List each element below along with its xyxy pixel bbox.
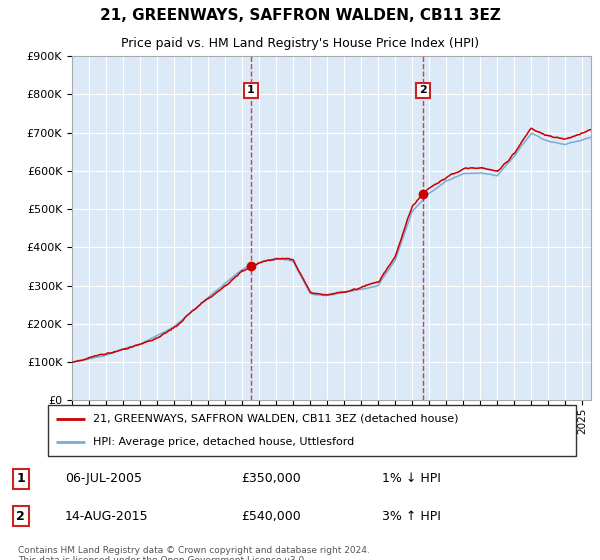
- FancyBboxPatch shape: [48, 405, 576, 456]
- Text: 1% ↓ HPI: 1% ↓ HPI: [382, 472, 441, 485]
- Text: 1: 1: [16, 472, 25, 485]
- Text: 14-AUG-2015: 14-AUG-2015: [65, 510, 148, 523]
- Text: £350,000: £350,000: [241, 472, 301, 485]
- Text: 3% ↑ HPI: 3% ↑ HPI: [382, 510, 441, 523]
- Text: £540,000: £540,000: [241, 510, 301, 523]
- Text: 21, GREENWAYS, SAFFRON WALDEN, CB11 3EZ (detached house): 21, GREENWAYS, SAFFRON WALDEN, CB11 3EZ …: [93, 414, 458, 424]
- Text: Price paid vs. HM Land Registry's House Price Index (HPI): Price paid vs. HM Land Registry's House …: [121, 37, 479, 50]
- Text: Contains HM Land Registry data © Crown copyright and database right 2024.
This d: Contains HM Land Registry data © Crown c…: [18, 546, 370, 560]
- Text: 2: 2: [16, 510, 25, 523]
- Text: HPI: Average price, detached house, Uttlesford: HPI: Average price, detached house, Uttl…: [93, 437, 354, 447]
- Text: 1: 1: [247, 86, 255, 95]
- Text: 2: 2: [419, 86, 427, 95]
- Text: 21, GREENWAYS, SAFFRON WALDEN, CB11 3EZ: 21, GREENWAYS, SAFFRON WALDEN, CB11 3EZ: [100, 8, 500, 23]
- Text: 06-JUL-2005: 06-JUL-2005: [65, 472, 142, 485]
